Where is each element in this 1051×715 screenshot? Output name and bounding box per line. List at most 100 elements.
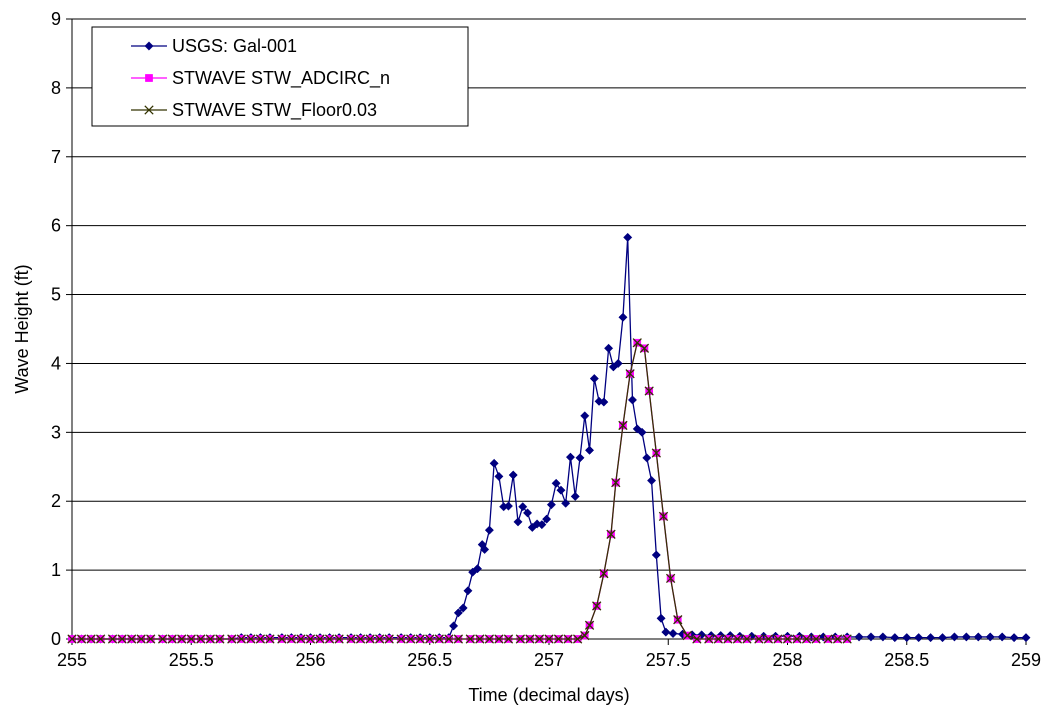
data-point-marker bbox=[542, 514, 552, 524]
data-point-marker bbox=[618, 420, 628, 431]
data-point-marker bbox=[914, 633, 924, 643]
data-point-marker bbox=[811, 634, 821, 644]
x-axis-title: Time (decimal days) bbox=[468, 685, 629, 705]
y-tick-label: 9 bbox=[51, 9, 61, 29]
data-point-marker bbox=[1021, 633, 1031, 643]
data-point-marker bbox=[556, 485, 566, 495]
data-point-marker bbox=[384, 634, 394, 644]
x-tick-label: 258 bbox=[772, 650, 802, 670]
data-point-marker bbox=[453, 608, 463, 618]
data-point-marker bbox=[415, 634, 425, 644]
data-point-marker bbox=[632, 338, 642, 348]
data-point-marker bbox=[315, 634, 325, 644]
data-point-marker bbox=[618, 312, 628, 322]
legend-label: STWAVE STW_Floor0.03 bbox=[172, 100, 377, 121]
y-tick-label: 5 bbox=[51, 285, 61, 305]
data-point-marker bbox=[613, 358, 623, 368]
data-point-marker bbox=[186, 634, 196, 644]
data-point-marker bbox=[580, 630, 590, 641]
data-point-marker bbox=[515, 634, 526, 644]
data-point-marker bbox=[692, 634, 702, 644]
data-point-marker bbox=[592, 601, 602, 611]
data-point-marker bbox=[425, 634, 435, 644]
data-point-marker bbox=[107, 634, 118, 644]
data-point-marker bbox=[246, 634, 256, 644]
data-point-marker bbox=[518, 502, 528, 512]
data-point-marker bbox=[658, 511, 669, 522]
data-point-marker bbox=[673, 615, 683, 625]
data-point-marker bbox=[508, 470, 518, 480]
data-point-marker bbox=[651, 550, 661, 560]
data-point-marker bbox=[782, 634, 793, 644]
data-point-marker bbox=[146, 634, 156, 644]
data-point-marker bbox=[580, 411, 590, 421]
data-point-marker bbox=[355, 634, 366, 644]
data-point-marker bbox=[396, 634, 406, 644]
data-point-marker bbox=[465, 634, 475, 644]
legend-entry: STWAVE STW_Floor0.03 bbox=[131, 100, 377, 121]
data-point-marker bbox=[937, 633, 948, 643]
data-point-marker bbox=[513, 517, 523, 527]
x-axis-ticks: 255 255.5 256 256.5 257 257.5 258 258.5 259 bbox=[57, 639, 1041, 670]
data-point-marker bbox=[604, 343, 614, 353]
y-tick-label: 7 bbox=[51, 147, 61, 167]
data-point-marker bbox=[985, 632, 995, 642]
data-point-marker bbox=[611, 477, 621, 488]
y-tick-label: 0 bbox=[51, 629, 61, 649]
x-tick-label: 255.5 bbox=[169, 650, 214, 670]
data-point-marker bbox=[475, 634, 485, 644]
data-point-marker bbox=[406, 634, 416, 644]
data-point-marker bbox=[534, 634, 545, 644]
data-point-marker bbox=[665, 573, 676, 584]
data-point-marker bbox=[537, 520, 547, 530]
data-point-marker bbox=[732, 634, 743, 644]
legend-marker bbox=[145, 74, 153, 82]
data-point-marker bbox=[773, 634, 783, 644]
x-tick-label: 255 bbox=[57, 650, 87, 670]
data-point-marker bbox=[525, 634, 535, 644]
data-point-marker bbox=[742, 634, 752, 644]
data-point-marker bbox=[503, 501, 514, 511]
y-tick-label: 6 bbox=[51, 216, 61, 236]
data-point-marker bbox=[902, 633, 912, 643]
data-point-marker bbox=[584, 445, 595, 455]
data-point-marker bbox=[126, 634, 137, 644]
data-point-marker bbox=[157, 634, 168, 644]
data-point-marker bbox=[563, 634, 573, 644]
data-point-marker bbox=[890, 633, 900, 643]
data-point-marker bbox=[177, 634, 187, 644]
data-point-marker bbox=[682, 630, 692, 641]
data-point-marker bbox=[463, 586, 473, 596]
data-point-marker bbox=[196, 634, 206, 644]
data-point-marker bbox=[639, 343, 650, 353]
data-point-marker bbox=[625, 369, 635, 379]
data-point-marker bbox=[572, 634, 583, 644]
data-point-marker bbox=[522, 508, 533, 518]
x-tick-label: 257.5 bbox=[646, 650, 691, 670]
legend-label: USGS: Gal-001 bbox=[172, 36, 297, 56]
data-point-marker bbox=[544, 634, 554, 644]
data-point-marker bbox=[854, 632, 864, 642]
data-point-marker bbox=[484, 525, 494, 535]
data-point-marker bbox=[494, 471, 504, 481]
data-point-marker bbox=[599, 397, 609, 407]
data-point-marker bbox=[67, 634, 77, 644]
data-point-marker bbox=[167, 634, 177, 644]
data-point-marker bbox=[763, 634, 774, 644]
data-point-marker bbox=[647, 476, 657, 486]
legend-label: STWAVE STW_ADCIRC_n bbox=[172, 68, 390, 89]
y-tick-label: 1 bbox=[51, 560, 61, 580]
data-point-marker bbox=[453, 634, 464, 644]
data-point-marker bbox=[723, 634, 733, 644]
data-point-marker bbox=[444, 634, 454, 644]
data-point-marker bbox=[599, 568, 609, 579]
data-point-marker bbox=[286, 634, 297, 644]
data-point-marker bbox=[458, 603, 468, 613]
y-tick-label: 2 bbox=[51, 491, 61, 511]
data-point-marker bbox=[792, 634, 802, 644]
data-point-marker bbox=[551, 478, 561, 488]
data-point-marker bbox=[642, 453, 652, 463]
legend-marker bbox=[144, 41, 154, 51]
data-point-marker bbox=[656, 613, 666, 623]
